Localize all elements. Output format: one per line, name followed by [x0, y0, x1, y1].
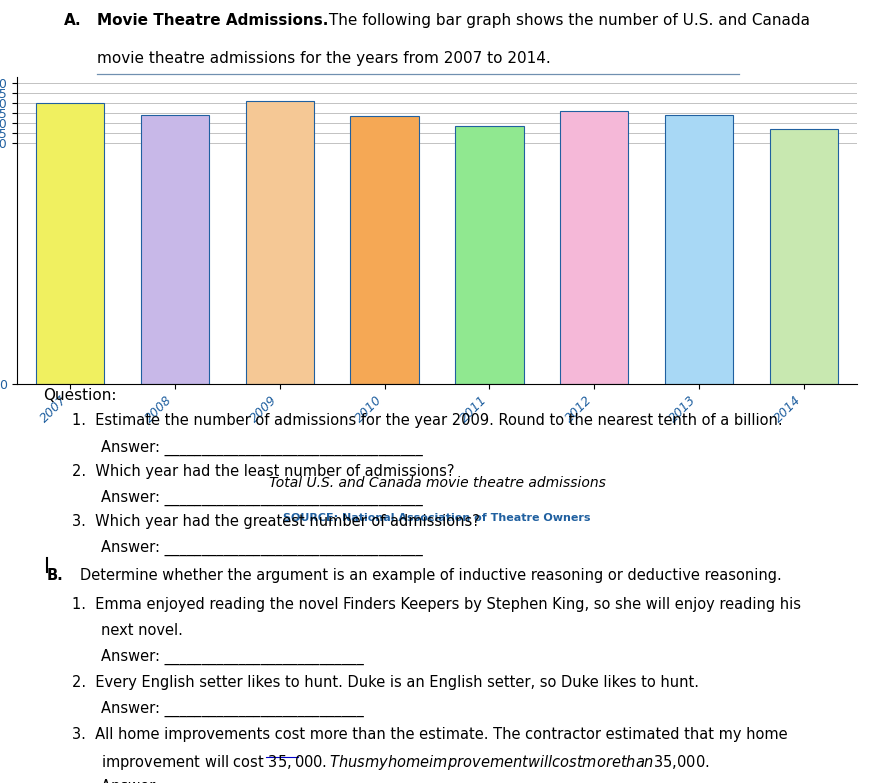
Text: 1.  Estimate the number of admissions for the year 2009. Round to the nearest te: 1. Estimate the number of admissions for… — [72, 413, 782, 428]
Text: B.: B. — [47, 568, 64, 583]
Bar — [36, 103, 104, 384]
Bar — [141, 115, 209, 384]
Bar — [665, 115, 733, 384]
Text: SOURCE: National Association of Theatre Owners: SOURCE: National Association of Theatre … — [283, 513, 591, 523]
Text: Answer: ___________________________________: Answer: ________________________________… — [101, 539, 423, 556]
Text: Answer: ___________________________: Answer: ___________________________ — [101, 778, 364, 783]
Text: 1.  Emma enjoyed reading the novel Finders Keepers by Stephen King, so she will : 1. Emma enjoyed reading the novel Finder… — [72, 597, 801, 612]
Text: 2.  Every English setter likes to hunt. Duke is an English setter, so Duke likes: 2. Every English setter likes to hunt. D… — [72, 675, 699, 690]
Text: improvement will cost $35,000. ⁠Thus⁠ my home improvement will cost more than $3: improvement will cost $35,000. ⁠Thus⁠ my… — [101, 753, 710, 772]
Bar — [560, 111, 628, 384]
Bar — [246, 101, 314, 384]
Bar — [350, 117, 419, 384]
Bar — [770, 129, 838, 384]
Text: Question:: Question: — [43, 388, 116, 402]
Text: Answer: ___________________________________: Answer: ________________________________… — [101, 489, 423, 506]
Text: movie theatre admissions for the years from 2007 to 2014.: movie theatre admissions for the years f… — [97, 51, 551, 66]
Text: Total U.S. and Canada movie theatre admissions: Total U.S. and Canada movie theatre admi… — [268, 476, 606, 490]
Text: Answer: ___________________________: Answer: ___________________________ — [101, 701, 364, 717]
Text: Answer: ___________________________________: Answer: ________________________________… — [101, 439, 423, 456]
Text: Answer: ___________________________: Answer: ___________________________ — [101, 649, 364, 665]
Bar — [455, 126, 524, 384]
Text: The following bar graph shows the number of U.S. and Canada: The following bar graph shows the number… — [323, 13, 809, 28]
Text: 3.  All home improvements cost more than the estimate. The contractor estimated : 3. All home improvements cost more than … — [72, 727, 787, 742]
Text: 3.  Which year had the greatest number of admissions?: 3. Which year had the greatest number of… — [72, 514, 480, 529]
Text: Determine whether the argument is an example of inductive reasoning or deductive: Determine whether the argument is an exa… — [80, 568, 782, 583]
Text: Movie Theatre Admissions.: Movie Theatre Admissions. — [97, 13, 329, 28]
Text: 2.  Which year had the least number of admissions?: 2. Which year had the least number of ad… — [72, 464, 454, 478]
Text: A.: A. — [64, 13, 81, 28]
Text: next novel.: next novel. — [101, 623, 184, 638]
